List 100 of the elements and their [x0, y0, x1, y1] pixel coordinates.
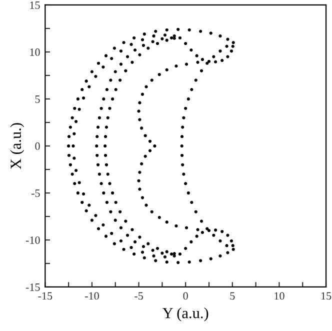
point — [220, 58, 224, 62]
point — [174, 64, 178, 68]
point — [96, 154, 99, 157]
x-tick-label: 5 — [230, 292, 235, 300]
point — [114, 218, 117, 222]
point — [150, 210, 154, 214]
point — [95, 144, 98, 148]
point — [111, 97, 114, 101]
point — [140, 196, 144, 200]
point — [144, 85, 148, 88]
point — [184, 226, 188, 230]
point — [78, 181, 81, 184]
point — [109, 210, 112, 214]
point — [142, 245, 146, 248]
point — [88, 85, 91, 88]
point — [152, 254, 156, 258]
point — [104, 154, 108, 157]
point — [130, 60, 134, 64]
point — [151, 248, 154, 252]
point — [140, 92, 144, 96]
point — [160, 252, 164, 255]
point — [184, 246, 188, 250]
point — [72, 144, 75, 148]
point — [138, 188, 142, 191]
x-tick-label: -10 — [84, 292, 99, 300]
point — [196, 60, 200, 64]
point — [119, 239, 123, 242]
point — [106, 172, 110, 176]
point — [172, 36, 176, 40]
point — [190, 48, 193, 52]
point — [111, 191, 114, 195]
y-axis-title: X (a.u.) — [10, 123, 24, 170]
point — [142, 44, 146, 47]
point — [207, 229, 211, 232]
point — [74, 168, 78, 172]
point — [110, 56, 114, 60]
point — [230, 239, 234, 242]
point — [165, 38, 168, 42]
point — [178, 36, 182, 40]
point — [207, 60, 211, 63]
point — [146, 242, 150, 246]
point — [151, 40, 154, 44]
point — [152, 34, 156, 38]
point — [190, 240, 193, 244]
point — [126, 234, 130, 237]
point — [178, 252, 182, 256]
x-tick-label: 10 — [274, 292, 284, 300]
point — [105, 200, 108, 204]
point — [102, 65, 105, 69]
point — [118, 210, 122, 214]
point — [230, 49, 234, 53]
point — [94, 74, 98, 78]
point — [214, 228, 218, 232]
point — [170, 36, 174, 40]
x-tick-label: -5 — [134, 292, 143, 300]
point — [100, 106, 103, 110]
point — [172, 34, 176, 38]
point — [172, 254, 176, 258]
point — [133, 48, 137, 52]
point — [138, 118, 142, 122]
point — [137, 179, 140, 182]
point — [72, 132, 76, 136]
point — [78, 108, 81, 111]
point — [184, 62, 188, 66]
point — [100, 182, 103, 186]
point — [96, 126, 100, 129]
point — [106, 116, 110, 120]
point — [184, 42, 188, 46]
point — [96, 163, 100, 166]
point — [98, 172, 102, 176]
point — [96, 135, 99, 138]
point — [82, 192, 86, 196]
point — [114, 200, 118, 204]
point — [148, 140, 152, 143]
point — [130, 42, 133, 46]
point — [98, 116, 102, 120]
point — [102, 191, 106, 195]
point — [163, 33, 167, 37]
point — [119, 49, 123, 53]
point — [140, 38, 144, 42]
x-axis-title: Y (a.u.) — [162, 307, 208, 322]
point — [226, 234, 230, 237]
point — [140, 126, 144, 130]
point — [138, 53, 142, 56]
y-tick-label: 15 — [30, 1, 40, 9]
point — [165, 68, 168, 72]
point — [72, 156, 76, 160]
point — [126, 55, 130, 58]
point — [196, 228, 200, 232]
y-tick-label: -15 — [26, 283, 40, 291]
x-tick-label: 0 — [183, 292, 188, 300]
point — [124, 69, 128, 72]
point — [124, 220, 128, 223]
x-tick-label: 15 — [321, 292, 332, 300]
point — [110, 232, 114, 235]
point — [144, 134, 147, 138]
point — [138, 236, 142, 239]
point — [140, 250, 144, 254]
point — [163, 255, 167, 258]
point — [156, 246, 160, 250]
